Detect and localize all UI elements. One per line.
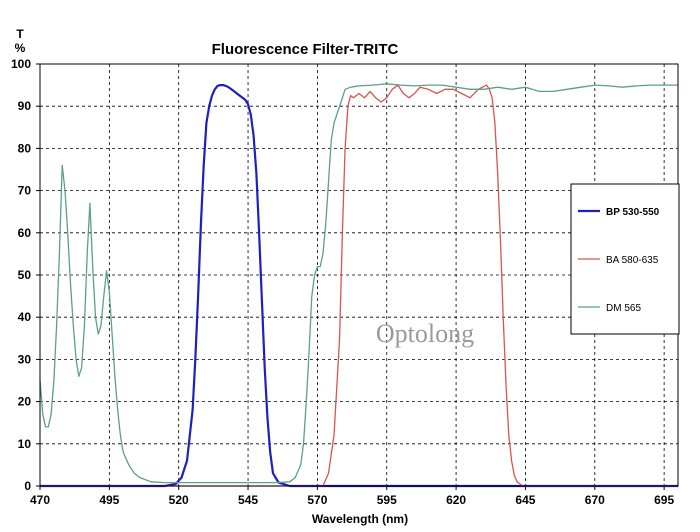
legend-items: BP 530-550 BA 580-635 DM 565 (578, 207, 660, 314)
x-tick-label: 495 (99, 493, 119, 507)
y-tick-label: 100 (11, 57, 31, 71)
y-tick-label: 80 (18, 141, 32, 155)
x-tick-label: 620 (446, 493, 466, 507)
legend-label-bp-530-550: BP 530-550 (606, 207, 660, 218)
chart-title: Fluorescence Filter-TRITC (212, 41, 399, 58)
y-tick-label: 60 (18, 226, 32, 240)
watermark: Optolong (376, 319, 474, 348)
y-tick-label: 50 (18, 268, 32, 282)
legend-label-dm-565: DM 565 (606, 303, 641, 314)
x-tick-label: 595 (377, 493, 397, 507)
x-tick-label: 545 (238, 493, 258, 507)
x-tick-label: 470 (30, 493, 50, 507)
legend-label-ba-580-635: BA 580-635 (606, 255, 659, 266)
x-tick-label: 520 (169, 493, 189, 507)
series-lines (39, 83, 678, 488)
y-tick-label: 20 (18, 395, 32, 409)
legend: BP 530-550 BA 580-635 DM 565 (570, 183, 680, 335)
x-tick-label: 570 (307, 493, 327, 507)
x-tick-label: 645 (515, 493, 535, 507)
x-tick-label: 670 (585, 493, 605, 507)
x-axis-label: Wavelength (nm) (312, 512, 408, 526)
y-axis-label: T (16, 27, 24, 41)
y-tick-label: 40 (18, 310, 32, 324)
y-axis-unit: % (15, 41, 26, 55)
y-tick-label: 10 (18, 437, 32, 451)
y-tick-label: 30 (18, 352, 32, 366)
series-line-ba-580-635 (40, 84, 678, 487)
y-tick-label: 90 (18, 99, 32, 113)
series-line-dm-565 (39, 83, 678, 484)
x-tick-labels: 470 495 520 545 570 595 620 645 670 695 (30, 493, 674, 507)
y-tick-labels: 0 10 20 30 40 50 60 70 80 90 100 (11, 57, 31, 493)
y-tick-label: 0 (24, 479, 31, 493)
y-tick-label: 70 (18, 184, 32, 198)
series-line-bp-530-550 (40, 83, 678, 488)
x-tick-label: 695 (654, 493, 674, 507)
